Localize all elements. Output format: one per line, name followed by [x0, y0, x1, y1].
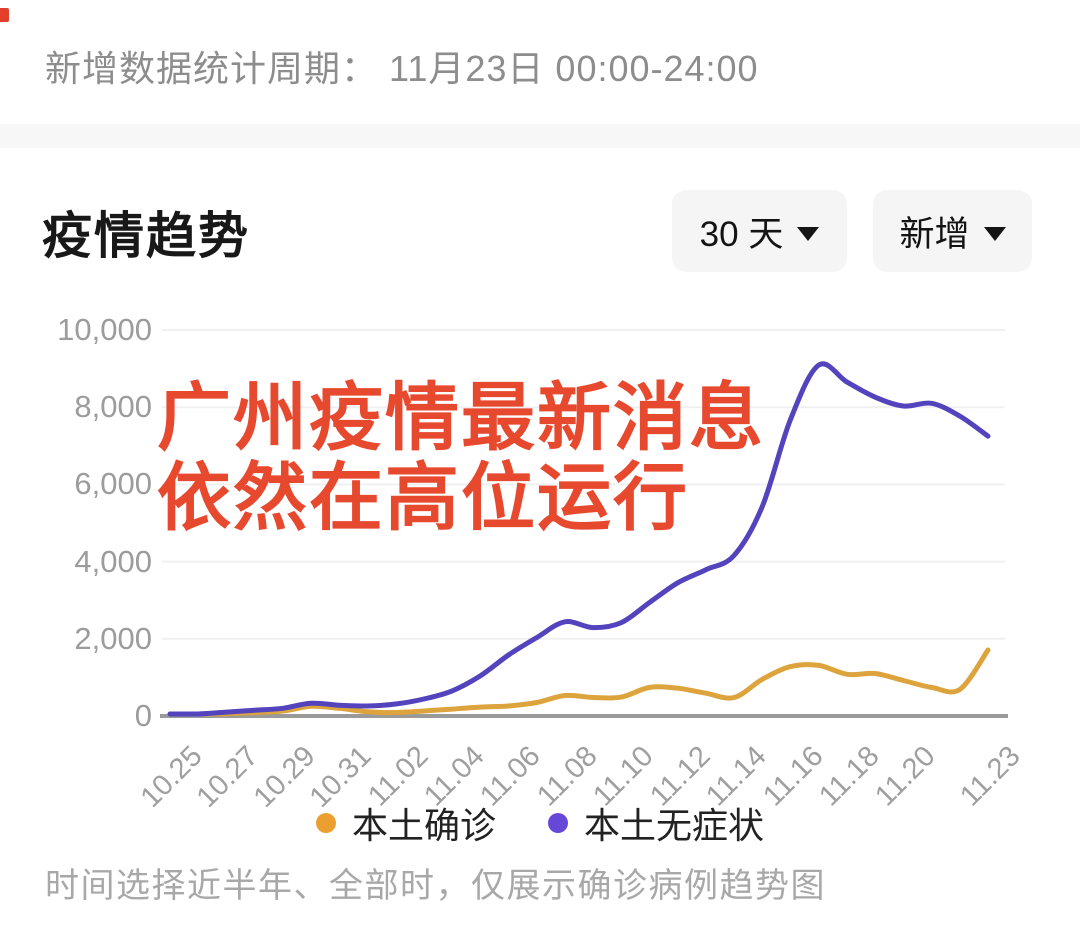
overlay-line-2: 依然在高位运行: [157, 456, 689, 539]
footer-note: 时间选择近半年、全部时，仅展示确诊病例趋势图: [45, 867, 826, 905]
legend-label: 本土确诊: [351, 805, 496, 846]
chart-plot[interactable]: [160, 320, 1010, 730]
overlay-line-1: 广州疫情最新消息: [157, 376, 765, 459]
series-line-0: [167, 647, 991, 717]
chevron-down-icon: [983, 227, 1006, 241]
metric-dropdown[interactable]: 新增: [873, 190, 1032, 272]
y-tick-label: 0: [134, 698, 152, 733]
y-tick-label: 6,000: [74, 466, 152, 502]
chart-legend: 本土确诊 本土无症状: [0, 797, 1080, 849]
legend-dot-icon: [315, 813, 336, 833]
series-line-1: [167, 361, 991, 717]
legend-label: 本土无症状: [584, 805, 765, 846]
cropped-red-mark: [0, 8, 9, 22]
data-period-label: 新增数据统计周期： 11月23日 00:00-24:00: [45, 48, 759, 89]
y-tick-label: 4,000: [74, 543, 152, 579]
time-range-dropdown[interactable]: 30 天: [672, 190, 847, 272]
y-tick-label: 10,000: [57, 312, 152, 347]
chevron-down-icon: [797, 227, 820, 241]
metric-value: 新增: [899, 214, 970, 254]
section-divider: [0, 124, 1080, 148]
overlay-headline: 广州疫情最新消息 依然在高位运行: [157, 378, 765, 538]
legend-item-0[interactable]: 本土确诊: [315, 797, 496, 849]
y-tick-label: 8,000: [74, 389, 152, 425]
legend-item-1[interactable]: 本土无症状: [548, 797, 764, 849]
time-range-value: 30 天: [699, 214, 784, 254]
legend-dot-icon: [548, 813, 568, 833]
page-title: 疫情趋势: [42, 208, 250, 264]
y-tick-label: 2,000: [74, 620, 152, 656]
